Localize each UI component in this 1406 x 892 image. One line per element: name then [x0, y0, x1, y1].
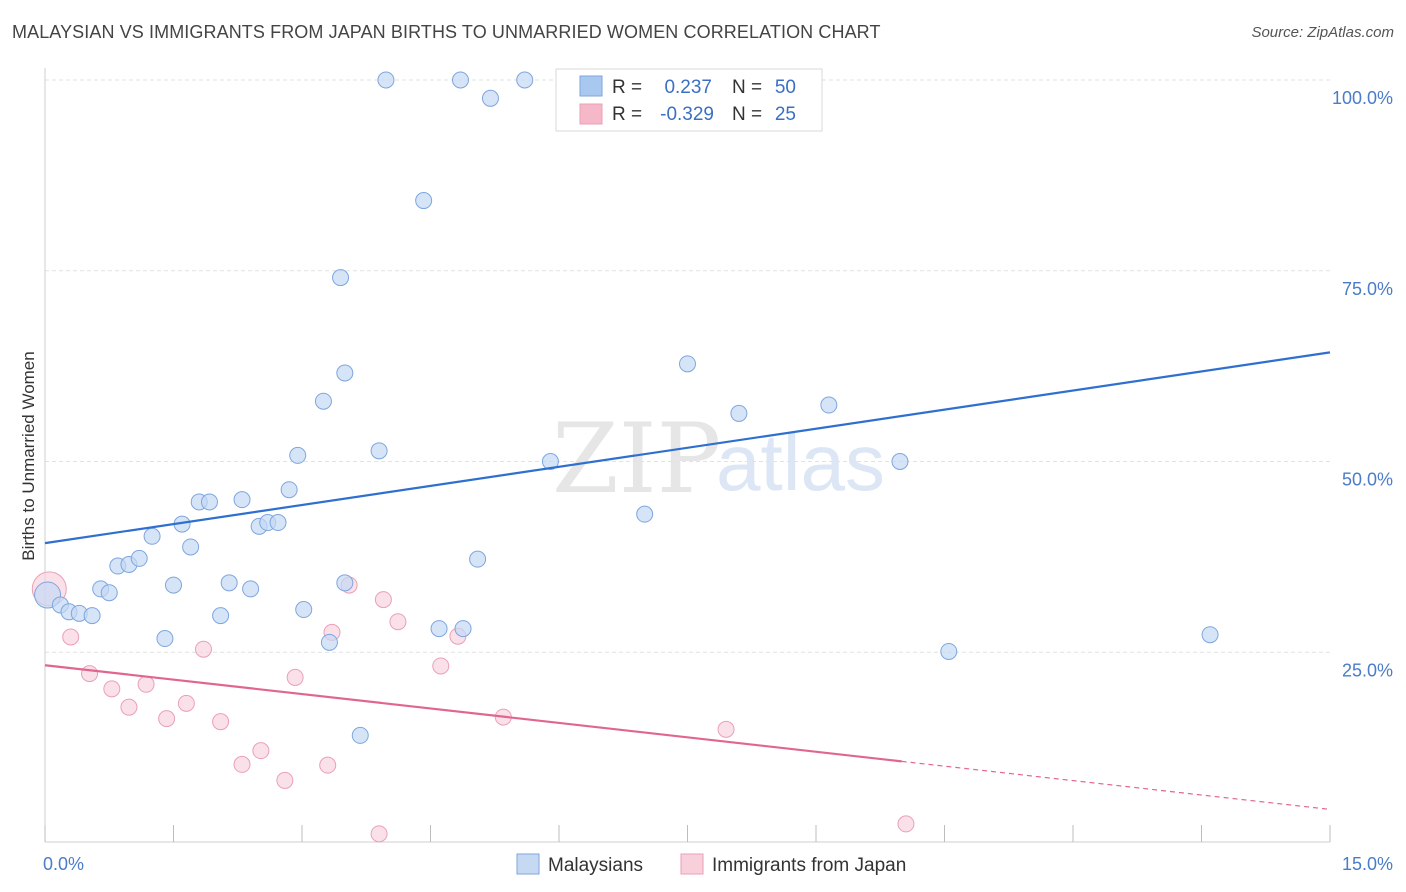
data-point-japan [389, 613, 407, 631]
legend-r-value-malaysians: 0.237 [664, 77, 712, 98]
legend-n-label: N = [732, 104, 762, 125]
data-point-malaysians [377, 71, 395, 89]
data-point-japan [120, 698, 138, 716]
data-point-japan [252, 742, 270, 760]
data-point-malaysians [351, 726, 369, 744]
data-point-malaysians [242, 580, 260, 598]
trend-lines [44, 351, 1331, 811]
x-tick-label: 15.0% [1342, 854, 1393, 874]
data-point-japan [374, 591, 392, 609]
data-point-malaysians [415, 192, 433, 210]
legend-r-label: R = [612, 77, 642, 98]
data-point-japan [286, 668, 304, 686]
watermark: ZIP atlas [552, 403, 885, 515]
data-point-malaysians [182, 538, 200, 556]
data-point-malaysians [481, 89, 499, 107]
data-point-malaysians [130, 549, 148, 567]
legend-n-value-japan: 25 [775, 104, 796, 125]
data-point-malaysians [516, 71, 534, 89]
correlation-legend: R = 0.237 N = 50 R = -0.329 N = 25 [555, 68, 823, 132]
source-label: Source: ZipAtlas.com [1251, 24, 1394, 41]
data-point-malaysians [314, 392, 332, 410]
data-point-malaysians [636, 505, 654, 523]
data-point-japan [81, 665, 99, 683]
data-point-japan [370, 825, 388, 843]
data-point-malaysians [336, 574, 354, 592]
data-point-malaysians [143, 527, 161, 545]
data-point-malaysians [332, 269, 350, 287]
data-point-malaysians [541, 453, 559, 470]
y-axis-label: Births to Unmarried Women [19, 351, 38, 560]
legend-entry-japan: Immigrants from Japan [712, 855, 906, 876]
trend-line-malaysians [44, 351, 1331, 545]
data-point-malaysians [451, 71, 469, 89]
data-point-malaysians [220, 574, 238, 592]
y-tick-label: 75.0% [1342, 279, 1393, 299]
data-point-malaysians [295, 601, 313, 619]
legend-swatch-malaysians [516, 853, 540, 875]
data-point-malaysians [370, 442, 388, 460]
data-point-malaysians [165, 576, 182, 594]
x-axis-ticks: 0.0% 15.0% [43, 825, 1393, 874]
legend-entry-malaysians: Malaysians [548, 855, 643, 876]
watermark-zip: ZIP [552, 403, 721, 515]
legend-r-value-japan: -0.329 [660, 104, 714, 125]
data-point-japan [897, 815, 915, 833]
legend-r-label: R = [612, 104, 642, 125]
data-point-malaysians [289, 446, 307, 464]
data-point-japan [137, 675, 155, 693]
data-point-japan [62, 628, 80, 646]
data-point-malaysians [1201, 626, 1219, 644]
data-point-japan [103, 680, 121, 698]
y-tick-label: 25.0% [1342, 660, 1393, 680]
legend-n-value-malaysians: 50 [775, 77, 796, 98]
series-japan-points [31, 571, 915, 843]
data-point-malaysians [454, 620, 472, 638]
data-point-malaysians [940, 642, 958, 660]
series-malaysians-points [34, 71, 1219, 744]
data-point-malaysians [156, 630, 174, 648]
data-point-malaysians [820, 396, 838, 414]
watermark-atlas: atlas [716, 418, 885, 507]
legend-swatch-japan [680, 853, 704, 875]
data-point-malaysians [320, 633, 338, 651]
x-tick-label: 0.0% [43, 854, 84, 874]
data-point-malaysians [891, 453, 909, 470]
data-point-japan [432, 657, 450, 675]
data-point-malaysians [212, 607, 230, 625]
chart-title: MALAYSIAN VS IMMIGRANTS FROM JAPAN BIRTH… [12, 22, 881, 42]
data-point-malaysians [83, 607, 101, 625]
trend-line-japan [44, 664, 902, 763]
data-point-japan [276, 771, 294, 789]
data-point-malaysians [269, 514, 287, 532]
trend-line-japan-extrapolated [901, 760, 1331, 811]
data-point-japan [319, 756, 337, 774]
data-point-malaysians [679, 355, 696, 373]
data-point-japan [212, 713, 230, 731]
data-point-malaysians [336, 364, 354, 382]
data-point-malaysians [730, 404, 748, 422]
data-point-malaysians [200, 493, 218, 511]
data-point-malaysians [430, 620, 448, 638]
y-tick-label: 100.0% [1332, 88, 1393, 108]
data-point-japan [717, 720, 735, 738]
legend-n-label: N = [732, 77, 762, 98]
data-point-malaysians [100, 584, 118, 602]
legend-swatch-malaysians [579, 75, 603, 97]
data-point-japan [194, 640, 212, 658]
data-point-malaysians [469, 550, 487, 568]
data-point-japan [177, 694, 195, 712]
data-point-malaysians [280, 481, 298, 499]
series-legend: Malaysians Immigrants from Japan [516, 853, 906, 876]
data-point-japan [158, 710, 176, 728]
legend-swatch-japan [579, 103, 603, 125]
data-point-japan [233, 755, 251, 773]
y-tick-label: 50.0% [1342, 470, 1393, 490]
data-point-malaysians [233, 491, 251, 509]
y-axis-ticks: 25.0% 50.0% 75.0% 100.0% [1332, 88, 1393, 680]
